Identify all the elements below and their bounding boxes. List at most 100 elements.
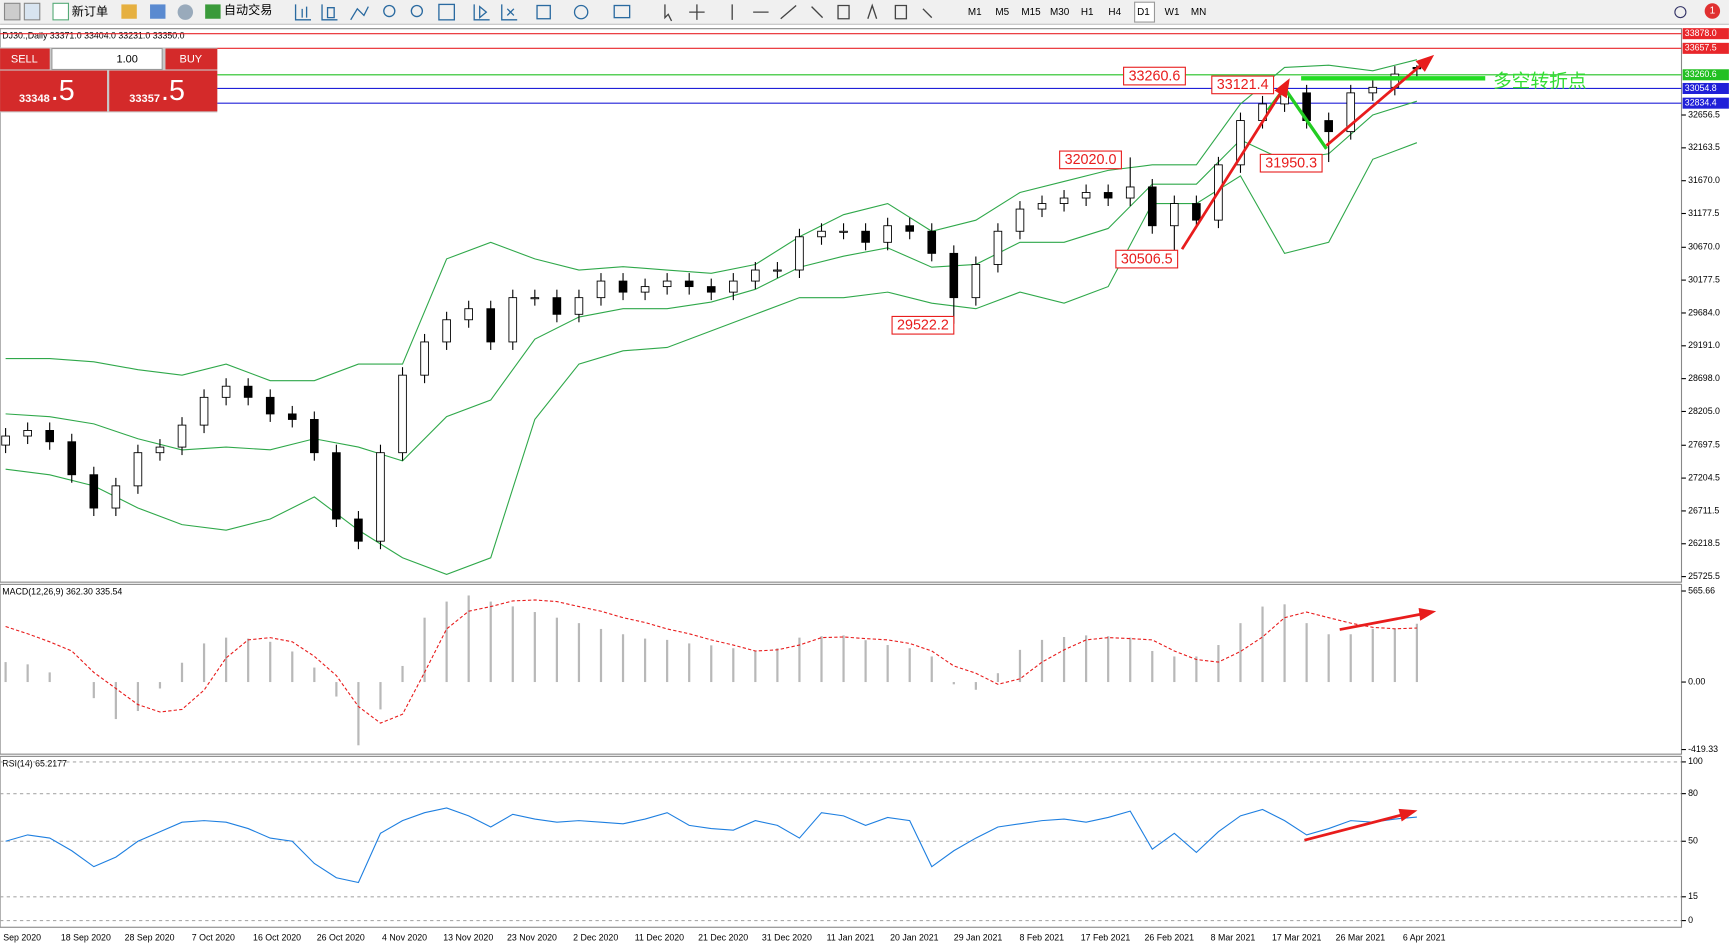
candle-body [265, 396, 275, 415]
x-tick-label: 7 Oct 2020 [192, 933, 235, 943]
tool-icon[interactable] [438, 3, 456, 21]
x-tick-label: 2 Dec 2020 [573, 933, 618, 943]
buy-button[interactable] [165, 48, 218, 70]
timeframe-button[interactable]: H4 [1108, 7, 1121, 18]
new-order-button[interactable]: 新订单 [72, 3, 108, 18]
tool-icon[interactable] [613, 4, 631, 19]
macd-bar [26, 664, 29, 683]
macd-bar [291, 651, 294, 683]
search-icon[interactable] [1674, 6, 1687, 19]
candle-body [552, 297, 562, 315]
timeframe-button[interactable]: D1 [1137, 7, 1150, 18]
candle-body [839, 230, 848, 233]
tool-icon[interactable] [321, 4, 338, 21]
tool-icon[interactable] [383, 4, 396, 18]
tool-icon[interactable] [573, 4, 589, 20]
macd-bar [643, 638, 647, 683]
macd-bar [1371, 628, 1374, 683]
macd-bar [489, 601, 492, 683]
x-tick-label: 26 Feb 2021 [1144, 933, 1194, 943]
price-level-label: 33260.6 [1685, 69, 1717, 79]
lots-input[interactable] [51, 47, 163, 71]
auto-trading-button[interactable]: 自动交易 [224, 2, 272, 17]
sell-price-box[interactable] [0, 70, 108, 112]
macd-signal [5, 599, 1417, 724]
candle-body [177, 424, 187, 448]
macd-bar [180, 662, 184, 683]
macd-bar [1327, 634, 1330, 683]
tool-icon[interactable] [23, 2, 41, 21]
macd-bar [247, 638, 250, 683]
y-tick-label: 27204.5 [1688, 472, 1720, 482]
x-tick-label: 8 Feb 2021 [1019, 933, 1064, 943]
macd-bar [533, 612, 536, 683]
tool-icon[interactable] [150, 4, 166, 19]
candle-body [574, 297, 584, 315]
x-tick-label: 23 Nov 2020 [507, 933, 557, 943]
timeframe-button[interactable]: M30 [1050, 7, 1070, 18]
notification-badge[interactable] [1704, 3, 1721, 19]
arrows [1180, 54, 1437, 842]
timeframe-button[interactable]: M5 [995, 7, 1009, 18]
y-tick-label: -419.33 [1688, 744, 1718, 754]
macd-bar [1195, 656, 1198, 683]
tool-icon[interactable] [121, 4, 137, 19]
candle-body [706, 286, 716, 293]
x-tick-label: 21 Dec 2020 [698, 933, 748, 943]
candle-body [861, 230, 870, 243]
tool-icon[interactable] [177, 4, 194, 20]
candle-body [1346, 92, 1356, 133]
macd-bar [996, 673, 1000, 683]
candle-body [596, 280, 606, 299]
tool-icon[interactable] [294, 4, 312, 21]
macd-bar [114, 682, 117, 720]
candle-body [486, 308, 496, 343]
macd-bar [48, 672, 51, 683]
timeframe-button[interactable]: M15 [1021, 7, 1041, 18]
timeframe-button[interactable]: MN [1191, 7, 1206, 18]
tool-icon[interactable] [501, 4, 518, 21]
y-tick-label: 25725.5 [1688, 571, 1720, 581]
arrow-head [1274, 78, 1290, 99]
macd-bar [335, 682, 338, 697]
macd-bar [952, 682, 955, 685]
arrow [1325, 62, 1424, 147]
auto-trading-icon[interactable] [205, 4, 221, 19]
y-tick-label: 0 [1688, 915, 1693, 925]
y-tick-label: 50 [1688, 836, 1698, 846]
candle-body [199, 396, 209, 426]
tool-icon[interactable] [664, 3, 933, 22]
macd-bar [4, 662, 7, 683]
macd-bar [467, 595, 470, 683]
new-order-icon[interactable] [52, 2, 69, 21]
tool-icon[interactable] [473, 4, 490, 21]
timeframe-button[interactable]: M1 [968, 7, 982, 18]
candle-body [155, 446, 165, 454]
candle-body [243, 385, 253, 398]
tool-icon[interactable] [350, 6, 369, 21]
y-tick-label: 30670.0 [1688, 242, 1720, 252]
candle-body [530, 297, 540, 300]
y-tick-label: 29191.0 [1688, 340, 1720, 350]
candle-body [133, 452, 143, 487]
y-tick-label: 15 [1688, 891, 1698, 901]
candle-body [773, 269, 782, 272]
x-tick-label: 11 Jan 2021 [827, 933, 875, 943]
x-tick-label: 17 Feb 2021 [1081, 933, 1131, 943]
tool-icon[interactable] [410, 4, 424, 18]
macd-bar [445, 601, 448, 683]
sell-label: SELL [11, 53, 38, 65]
candle-body [1192, 203, 1201, 221]
y-tick-label: 26711.5 [1688, 505, 1719, 515]
price-level-label: 33054.8 [1685, 83, 1717, 93]
tool-icon[interactable] [536, 4, 551, 20]
macd-bar [136, 682, 140, 712]
macd-bar [555, 617, 558, 683]
timeframe-button[interactable]: H1 [1081, 7, 1094, 18]
macd-bar [710, 645, 713, 683]
tool-icon[interactable] [3, 2, 21, 21]
buy-price-box[interactable] [109, 70, 218, 112]
macd-bar [1107, 636, 1110, 683]
sell-button[interactable] [0, 48, 50, 70]
timeframe-button[interactable]: W1 [1165, 7, 1180, 18]
